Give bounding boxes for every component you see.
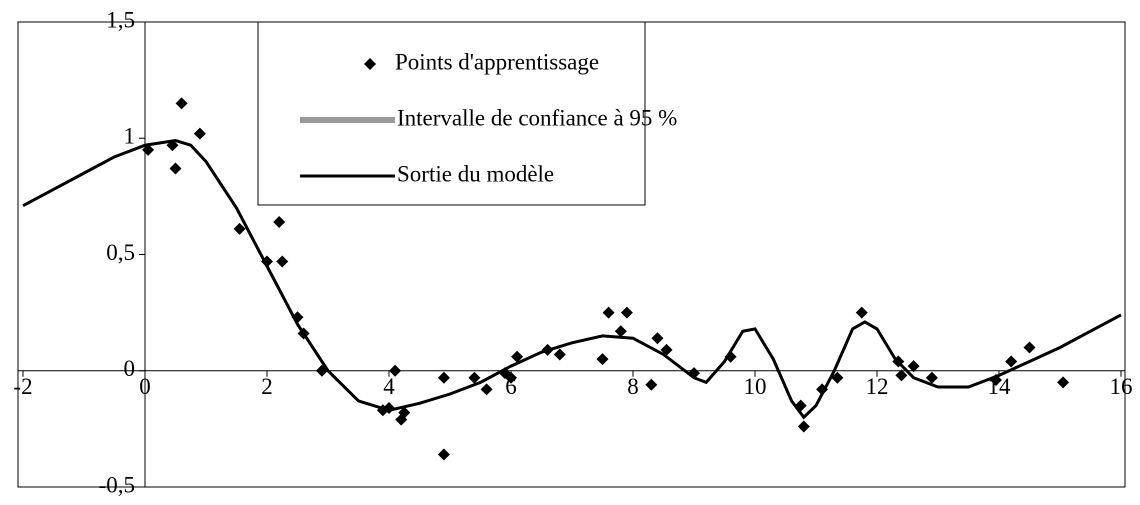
data-point <box>175 97 188 110</box>
data-point <box>831 371 844 384</box>
legend-label: Intervalle de confiance à 95 % <box>397 105 677 130</box>
data-point <box>602 306 615 319</box>
data-point <box>437 371 450 384</box>
data-point <box>553 348 566 361</box>
data-point <box>398 406 411 419</box>
data-point <box>596 353 609 366</box>
data-point <box>276 255 289 268</box>
model-line <box>22 139 1122 420</box>
data-point <box>511 350 524 363</box>
legend-label: Points d'apprentissage <box>395 49 599 74</box>
data-point <box>273 215 286 228</box>
x-tick-label: 12 <box>866 374 889 399</box>
x-tick-label: 2 <box>261 374 273 399</box>
y-tick-label: 1 <box>124 124 136 149</box>
data-point <box>505 371 517 384</box>
data-point <box>895 369 908 382</box>
x-tick-label: 4 <box>383 374 395 399</box>
data-point <box>480 383 493 396</box>
x-tick-label: 6 <box>505 374 517 399</box>
data-point <box>233 222 246 235</box>
x-tick-label: 10 <box>744 374 767 399</box>
data-point <box>1005 355 1018 368</box>
data-point <box>389 364 402 377</box>
legend-marker <box>364 58 376 70</box>
y-tick-label: -0,5 <box>99 472 135 497</box>
data-point <box>142 143 155 156</box>
data-point <box>1023 341 1036 354</box>
y-tick-label: 1,5 <box>106 7 135 32</box>
data-point <box>1057 376 1070 389</box>
data-point <box>437 448 450 461</box>
x-tick-label: 0 <box>139 374 151 399</box>
data-point <box>620 306 633 319</box>
data-point <box>169 162 182 175</box>
x-tick-label: 8 <box>627 374 639 399</box>
data-point <box>797 420 810 433</box>
data-point <box>907 360 920 373</box>
data-point <box>651 332 664 345</box>
data-point <box>468 371 481 384</box>
x-tick-label: 16 <box>1110 374 1133 399</box>
data-point <box>645 378 658 391</box>
y-tick-label: 0,5 <box>106 240 135 265</box>
data-point <box>855 306 868 319</box>
legend-label: Sortie du modèle <box>397 161 554 186</box>
data-point <box>925 371 938 384</box>
y-tick-label: 0 <box>124 356 136 381</box>
data-point <box>614 325 627 338</box>
data-point <box>193 127 206 140</box>
x-tick-label: -2 <box>13 374 32 399</box>
